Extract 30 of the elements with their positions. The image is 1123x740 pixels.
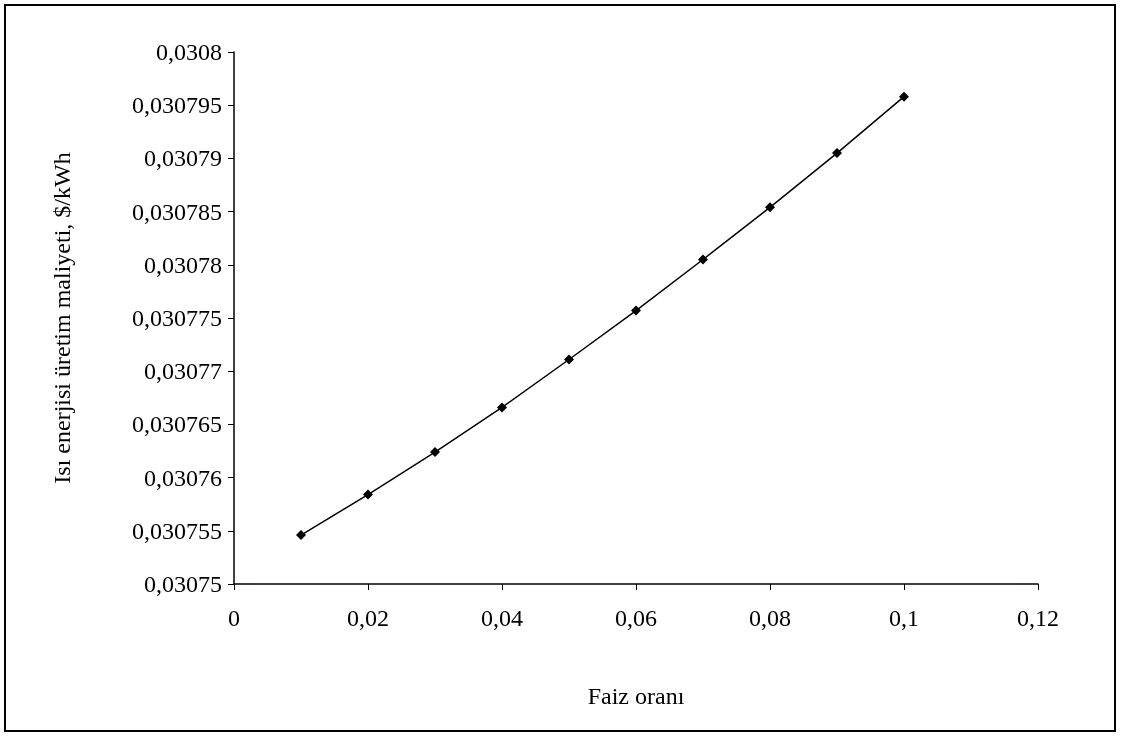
y-tick-label: 0,0308	[156, 39, 222, 65]
point	[296, 530, 306, 541]
y-tick-label: 0,030765	[132, 411, 222, 438]
point	[430, 447, 440, 458]
y-tick-label: 0,030785	[132, 198, 222, 225]
point	[765, 202, 775, 213]
y-tick-label: 0,03078	[144, 251, 222, 278]
point	[899, 91, 909, 102]
point	[564, 354, 574, 365]
x-tick-label: 0,02	[347, 605, 389, 631]
x-tick-label: 0	[228, 605, 240, 631]
y-tick-label: 0,03079	[144, 145, 222, 172]
y-axis-title: Isı enerjisi üretim maliyeti, $/kWh	[49, 152, 75, 484]
point	[698, 254, 708, 265]
x-tick-label: 0,04	[481, 605, 523, 631]
x-tick-label: 0,1	[889, 605, 919, 631]
point	[832, 148, 842, 159]
point	[631, 305, 641, 316]
y-tick-label: 0,030795	[132, 92, 222, 119]
y-tick-label: 0,03076	[144, 464, 222, 491]
point	[363, 489, 373, 500]
y-tick-label: 0,03077	[144, 358, 222, 385]
x-tick-label: 0,08	[749, 605, 791, 631]
y-tick-label: 0,030775	[132, 305, 222, 331]
y-tick-label: 0,03075	[144, 571, 222, 597]
y-tick-label: 0,030755	[132, 517, 222, 544]
x-tick-label: 0,12	[1017, 605, 1059, 631]
x-axis-title: Faiz oranı	[587, 683, 685, 709]
point	[497, 402, 507, 413]
x-tick-label: 0,06	[615, 605, 657, 631]
